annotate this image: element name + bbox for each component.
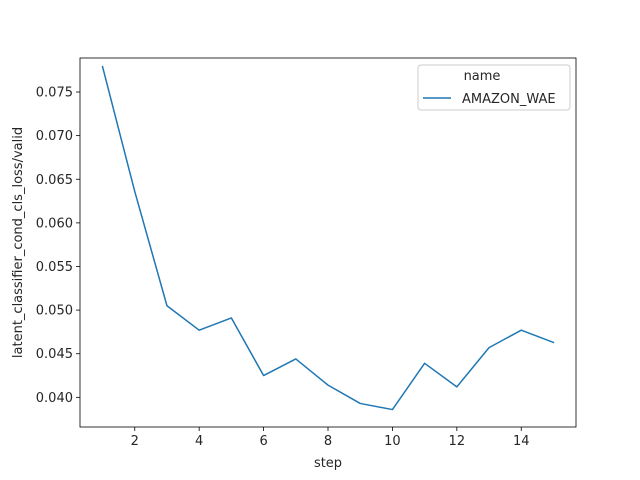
y-tick-label: 0.060 bbox=[36, 216, 73, 231]
y-tick-label: 0.050 bbox=[36, 304, 73, 319]
legend-label: AMAZON_WAE bbox=[462, 92, 556, 107]
y-tick-label: 0.070 bbox=[36, 129, 73, 144]
x-tick-label: 2 bbox=[131, 434, 139, 449]
x-tick-label: 14 bbox=[513, 434, 530, 449]
y-tick-label: 0.045 bbox=[36, 347, 73, 362]
y-tick-label: 0.065 bbox=[36, 173, 73, 188]
series-layer bbox=[101, 65, 555, 411]
x-tick-label: 12 bbox=[449, 434, 466, 449]
y-tick-label: 0.075 bbox=[36, 86, 73, 101]
legend-title: name bbox=[464, 69, 501, 84]
x-axis-label: step bbox=[314, 456, 342, 471]
x-tick-label: 6 bbox=[259, 434, 267, 449]
y-axis-label: latent_classifier_cond_cls_loss/valid bbox=[11, 127, 26, 358]
legend: name AMAZON_WAE bbox=[417, 64, 571, 111]
x-tick-label: 10 bbox=[384, 434, 401, 449]
y-axis-ticks: 0.040 0.045 0.050 0.055 0.060 0.065 0.070 0.075 bbox=[36, 86, 80, 406]
legend-box bbox=[417, 64, 571, 111]
plot-area-frame bbox=[79, 57, 577, 428]
x-tick-label: 8 bbox=[324, 434, 332, 449]
y-tick-label: 0.055 bbox=[36, 260, 73, 275]
y-tick-label: 0.040 bbox=[36, 391, 73, 406]
x-tick-label: 4 bbox=[195, 434, 203, 449]
series-line bbox=[101, 65, 555, 411]
x-axis-ticks: 2 4 6 8 10 12 14 bbox=[131, 427, 530, 449]
